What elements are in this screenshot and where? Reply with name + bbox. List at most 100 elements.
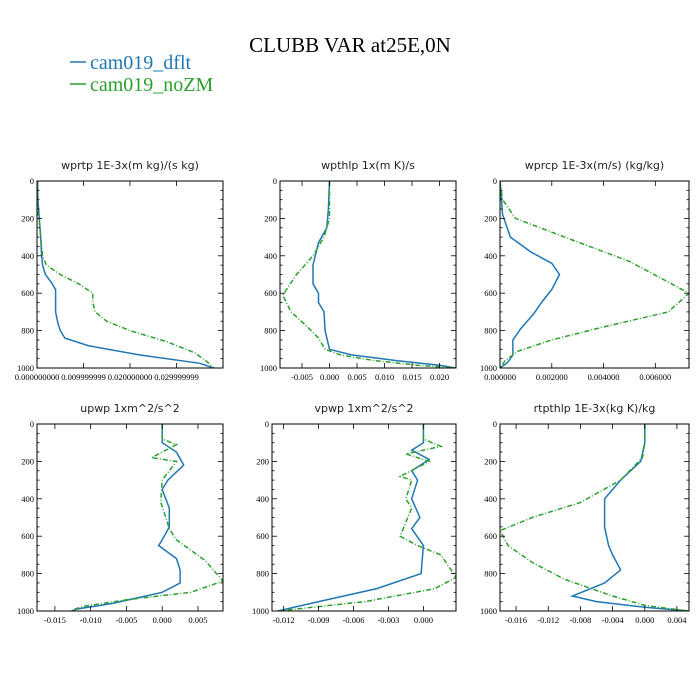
y-tick-label: 800 — [21, 569, 34, 579]
x-tick-label: 0.005 — [188, 615, 207, 625]
plot-frame-wprcp — [499, 180, 690, 369]
series-line-rtpthlp-dflt — [569, 424, 689, 611]
series-line-wpthlp-noZM — [281, 181, 456, 368]
y-tick-label: 800 — [264, 326, 277, 336]
x-tick-label: 0.000 — [320, 372, 339, 382]
panel-vpwp: vpwp 1xm^2/s^2 0 200 400 600 800 1000 -0.012 -0.… — [252, 402, 457, 625]
y-tick-label: 400 — [21, 251, 34, 261]
x-tick-label: -0.004 — [602, 615, 625, 625]
y-tick-label: 1000 — [260, 363, 277, 373]
y-tick-label: 600 — [264, 288, 277, 298]
series-line-wprtp-noZM — [37, 181, 215, 368]
series-line-wpthlp-dflt — [312, 181, 456, 368]
series-line-upwp-dflt — [72, 424, 185, 611]
x-tick-label: 0.000 — [153, 615, 172, 625]
plot-frame-rtpthlp — [499, 423, 690, 612]
panel-upwp: upwp 1xm^2/s^2 0 200 400 600 800 1000 -0.015 -0.… — [17, 402, 224, 625]
y-tick-label: 600 — [21, 288, 34, 298]
panel-title-rtpthlp: rtpthlp 1E-3x(kg K)/kg — [534, 402, 656, 415]
panel-title-vpwp: vpwp 1xm^2/s^2 — [314, 402, 413, 415]
x-tick-label: 0.002000 — [536, 372, 568, 382]
y-tick-label: 0 — [493, 176, 497, 186]
plot-frame-vpwp — [271, 423, 457, 612]
plot-frame-upwp — [36, 423, 224, 612]
legend-label-dflt: cam019_dflt — [90, 52, 192, 74]
y-tick-label: 400 — [484, 251, 497, 261]
y-tick-label: 400 — [21, 494, 34, 504]
y-tick-label: 400 — [256, 494, 269, 504]
y-tick-label: 1000 — [480, 363, 497, 373]
x-tick-label: -0.008 — [569, 615, 591, 625]
y-tick-label: 400 — [484, 494, 497, 504]
x-tick-label: 0.000000000 — [15, 372, 60, 382]
x-tick-label: 0.005 — [347, 372, 366, 382]
x-tick-label: -0.009 — [308, 615, 330, 625]
x-tick-label: 0.020000000 — [108, 372, 153, 382]
panel-title-wpthlp: wpthlp 1x(m K)/s — [321, 159, 415, 172]
series-line-vpwp-dflt — [277, 424, 431, 611]
series-line-wprcp-noZM — [500, 181, 689, 368]
x-tick-label: 0.000 — [414, 615, 433, 625]
y-tick-label: 200 — [21, 456, 34, 466]
x-tick-label: -0.010 — [80, 615, 102, 625]
x-tick-label: -0.012 — [273, 615, 295, 625]
x-tick-label: 0.006000 — [639, 372, 671, 382]
x-tick-label: -0.003 — [377, 615, 399, 625]
y-tick-label: 800 — [484, 569, 497, 579]
y-tick-label: 600 — [21, 531, 34, 541]
panel-title-upwp: upwp 1xm^2/s^2 — [80, 402, 180, 415]
panel-title-wprtp: wprtp 1E-3x(m kg)/(s kg) — [61, 159, 199, 172]
y-tick-label: 800 — [21, 326, 34, 336]
panel-rtpthlp: rtpthlp 1E-3x(kg K)/kg02004006008001000-… — [480, 402, 690, 625]
y-tick-label: 800 — [484, 326, 497, 336]
y-tick-label: 800 — [256, 569, 269, 579]
y-tick-label: 600 — [484, 531, 497, 541]
x-tick-label: 0.020 — [430, 372, 449, 382]
series-line-upwp-noZM — [68, 424, 223, 611]
y-tick-label: 200 — [264, 213, 277, 223]
x-tick-label: -0.016 — [505, 615, 527, 625]
y-tick-label: 0 — [493, 419, 497, 429]
y-tick-label: 600 — [256, 531, 269, 541]
y-tick-label: 0 — [30, 419, 34, 429]
x-tick-label: 0.004 — [667, 615, 687, 625]
y-tick-label: 200 — [21, 213, 34, 223]
y-tick-label: 0 — [273, 176, 277, 186]
panel-wprtp: wprtp 1E-3x(m kg)/(s kg) 0 200 400 600 800 100… — [15, 159, 224, 382]
x-tick-label: 0.009999999 — [61, 372, 106, 382]
series-line-wprtp-dflt — [37, 181, 214, 368]
x-tick-label: -0.006 — [343, 615, 365, 625]
y-tick-label: 1000 — [17, 363, 34, 373]
y-tick-label: 1000 — [252, 606, 269, 616]
y-tick-label: 200 — [484, 456, 497, 466]
panel-wprcp: wprcp 1E-3x(m/s) (kg/kg) 0 200 400 600 800 100… — [480, 159, 690, 382]
y-tick-label: 0 — [30, 176, 34, 186]
x-tick-label: -0.005 — [115, 615, 137, 625]
x-tick-label: -0.015 — [44, 615, 66, 625]
y-tick-label: 200 — [484, 213, 497, 223]
x-tick-label: 0.015 — [402, 372, 421, 382]
y-tick-label: 400 — [264, 251, 277, 261]
x-tick-label: 0.004000 — [588, 372, 620, 382]
x-tick-label: -0.005 — [291, 372, 313, 382]
panel-title-wprcp: wprcp 1E-3x(m/s) (kg/kg) — [525, 159, 664, 172]
x-tick-label: 0.029999999 — [154, 372, 199, 382]
plot-frame-wpthlp — [279, 180, 457, 369]
y-tick-label: 1000 — [17, 606, 34, 616]
y-tick-label: 200 — [256, 456, 269, 466]
x-tick-label: 0.000000 — [484, 372, 516, 382]
panel-wpthlp: wpthlp 1x(m K)/s 0 200 400 600 800 1000 -0.005 0… — [260, 159, 457, 382]
series-line-wprcp-dflt — [500, 181, 561, 368]
y-tick-label: 1000 — [480, 606, 497, 616]
x-tick-label: 0.000 — [635, 615, 654, 625]
figure-title: CLUBB VAR at25E,0N — [249, 33, 451, 57]
y-tick-label: 600 — [484, 288, 497, 298]
legend-label-noZM: cam019_noZM — [90, 74, 214, 96]
x-tick-label: -0.012 — [537, 615, 559, 625]
plot-frame-wprtp — [36, 180, 224, 369]
series-line-rtpthlp-noZM — [500, 424, 689, 611]
legend: cam019_dflt cam019_noZM — [70, 52, 214, 96]
series-line-vpwp-noZM — [277, 424, 456, 611]
x-tick-label: 0.010 — [375, 372, 394, 382]
